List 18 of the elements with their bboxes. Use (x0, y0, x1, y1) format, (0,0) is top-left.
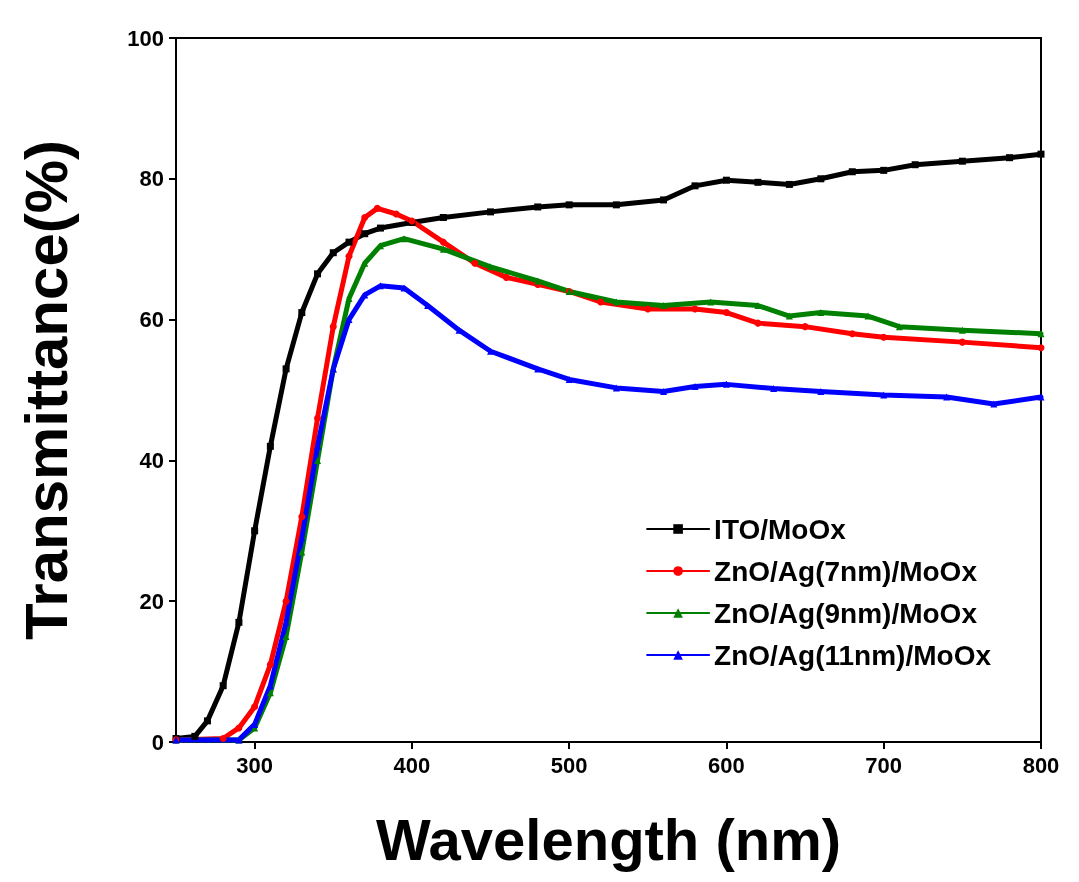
x-tick-label: 800 (1022, 752, 1060, 778)
y-tick-label: 100 (127, 25, 164, 51)
y-tick-label: 20 (139, 588, 164, 614)
x-tick-label: 400 (393, 752, 431, 778)
y-axis-title: Transmittance(%) (12, 139, 80, 641)
y-tick-label: 0 (151, 729, 164, 755)
y-tick-label: 60 (139, 307, 164, 333)
y-tick-label: 80 (139, 166, 164, 192)
x-axis-title: Wavelength (nm) (375, 806, 842, 872)
x-tick-label: 500 (550, 752, 588, 778)
x-tick-label: 600 (708, 752, 745, 778)
y-tick-label: 40 (139, 447, 164, 473)
x-tick-label: 300 (236, 752, 273, 778)
legend-label: ZnO/Ag(9nm)/MoOx (714, 597, 978, 629)
legend-label: ZnO/Ag(7nm)/MoOx (714, 555, 978, 587)
x-tick-label: 700 (865, 752, 903, 778)
legend-label: ITO/MoOx (714, 513, 847, 545)
legend-label: ZnO/Ag(11nm)/MoOx (714, 639, 992, 671)
